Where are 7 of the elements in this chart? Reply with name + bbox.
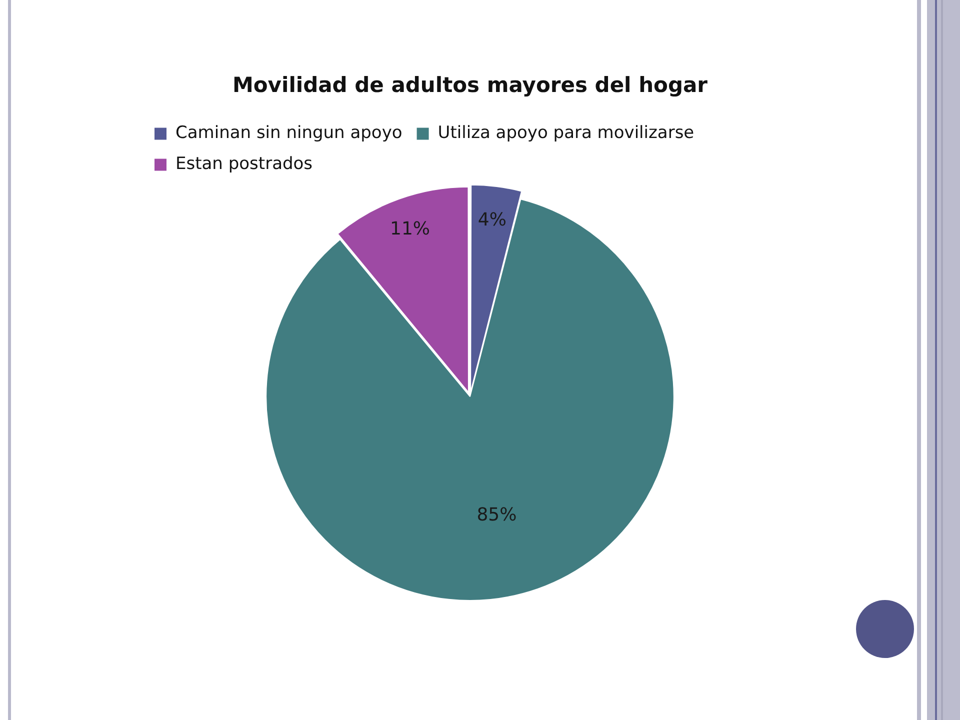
data-label: 4% [478, 210, 506, 231]
chart-title: Movilidad de adultos mayores del hogar [232, 73, 708, 98]
legend-label: Utiliza apoyo para movilizarse [438, 123, 694, 144]
legend-label: Estan postrados [176, 154, 313, 174]
data-label: 11% [390, 218, 430, 240]
data-label: 85% [476, 504, 517, 526]
legend-label: Caminan sin ningun apoyo [176, 123, 402, 144]
